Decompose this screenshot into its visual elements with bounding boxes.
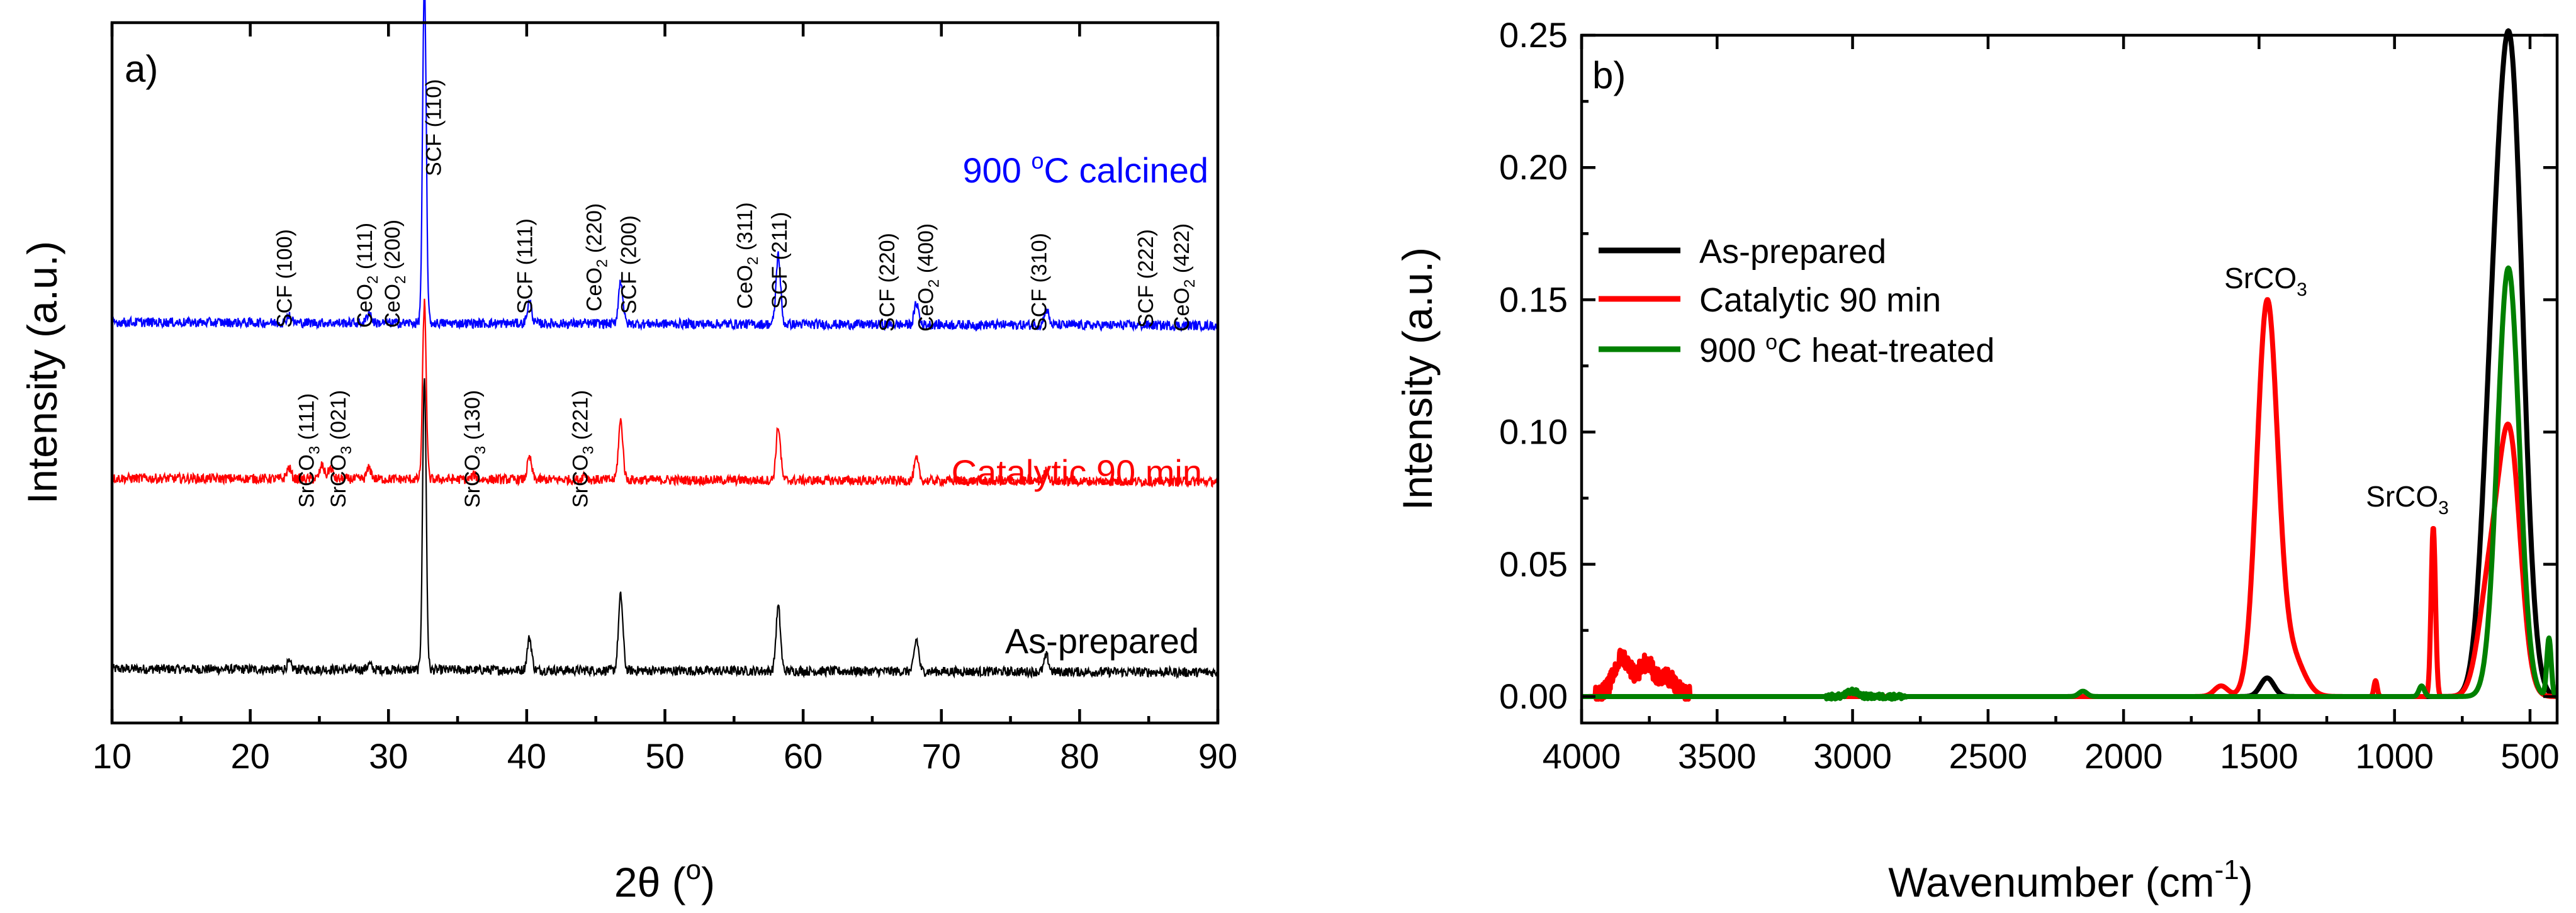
b-xtick-label: 3500	[1678, 736, 1757, 776]
a-xtick-label: 90	[1198, 736, 1237, 776]
peak-label: CeO2 (400)	[914, 223, 943, 332]
b-ytick-label: 0.25	[1499, 15, 1568, 55]
b-xtick-label: 1500	[2220, 736, 2298, 776]
b-ytick-label: 0.20	[1499, 147, 1568, 187]
panel-b-x-ticks: 4000 3500 3000 2500 2000 1500 1000 500	[1543, 35, 2560, 776]
panel-b-y-ticks: 0.00 0.05 0.10 0.15 0.20 0.25	[1499, 15, 2557, 716]
peak-label: SCF (211)	[768, 212, 792, 309]
b-ytick-label: 0.10	[1499, 412, 1568, 452]
legend-label-as-prepared: As-prepared	[1699, 233, 1886, 271]
panel-b-x-label: Wavenumber (cm-1)	[1888, 854, 2253, 905]
b-ytick-label: 0.05	[1499, 544, 1568, 584]
peak-label: CeO2 (311)	[733, 202, 762, 309]
panel-a-label: a)	[125, 48, 158, 90]
legend-label-heat-treated: 900 oC heat-treated	[1699, 330, 1994, 369]
b-xtick-label: 1000	[2355, 736, 2434, 776]
peak-label: SCF (111)	[514, 218, 537, 314]
panel-a-peak-labels: SCF (100) CeO2 (111)CeO2 (200) SCF (110) SC…	[273, 79, 1198, 508]
peak-label: CeO2 (200)	[381, 220, 409, 328]
xrd-series-2	[111, 0, 1218, 333]
xrd-series-0	[111, 378, 1218, 680]
b-xtick-label: 500	[2500, 736, 2559, 776]
b-xtick-label: 4000	[1543, 736, 1621, 776]
peak-label: SCF (220)	[875, 233, 899, 332]
panel-a-x-label: 2θ (o)	[614, 854, 715, 905]
peak-label: SrCO3 (221)	[569, 390, 597, 508]
b-ytick-label: 0.00	[1499, 676, 1568, 716]
peak-label: CeO2 (220)	[583, 203, 611, 311]
panel-a-series	[111, 0, 1218, 680]
peak-label: SrCO3 (130)	[461, 390, 489, 508]
panel-b-label: b)	[1592, 54, 1626, 96]
curve-label-black: As-prepared	[1005, 621, 1199, 661]
peak-label: SCF (110)	[422, 79, 446, 176]
a-xtick-label: 10	[93, 736, 132, 776]
panel-a-y-label: Intensity (a.u.)	[19, 241, 65, 504]
legend-label-catalytic: Catalytic 90 min	[1699, 281, 1941, 319]
a-xtick-label: 70	[922, 736, 961, 776]
a-xtick-label: 80	[1060, 736, 1099, 776]
a-xtick-label: 60	[784, 736, 823, 776]
xrd-series-1	[111, 298, 1218, 488]
b-ytick-label: 0.15	[1499, 279, 1568, 319]
b-xtick-label: 3000	[1813, 736, 1892, 776]
peak-label: SCF (310)	[1028, 233, 1052, 332]
a-xtick-label: 40	[507, 736, 546, 776]
curve-label-blue: 900 oC calcined	[963, 148, 1209, 190]
peak-label: SrCO3 (021)	[327, 390, 355, 508]
annotation-srco3-1470: SrCO3	[2224, 262, 2307, 300]
a-xtick-label: 30	[369, 736, 408, 776]
peak-label: CeO2 (422)	[1170, 223, 1198, 332]
curve-label-red: Catalytic 90 min	[952, 452, 1202, 492]
panel-b-series	[1579, 28, 2560, 702]
a-xtick-label: 50	[645, 736, 684, 776]
peak-label: SCF (222)	[1134, 229, 1158, 328]
ftir-series-2	[1579, 265, 2560, 702]
annotation-srco3-857: SrCO3	[2366, 480, 2449, 518]
panel-a-x-ticks: 10 20 30 40 50 60 70 80 90	[93, 23, 1237, 776]
a-xtick-label: 20	[230, 736, 269, 776]
peak-label: CeO2 (111)	[353, 223, 381, 328]
legend: As-prepared Catalytic 90 min 900 oC heat…	[1599, 233, 1994, 369]
panel-b: 4000 3500 3000 2500 2000 1500 1000 500 0.00 0.05…	[1394, 15, 2560, 905]
panel-b-frame	[1580, 33, 2559, 725]
panel-b-y-label: Intensity (a.u.)	[1394, 247, 1441, 510]
panel-a-frame	[110, 21, 1220, 725]
b-xtick-label: 2000	[2084, 736, 2163, 776]
peak-label: SrCO3 (111)	[295, 393, 323, 508]
peak-label: SCF (100)	[273, 229, 297, 328]
peak-label: SCF (200)	[617, 215, 641, 314]
b-xtick-label: 2500	[1949, 736, 2028, 776]
panel-a: SCF (100) CeO2 (111)CeO2 (200) SCF (110) SC…	[19, 0, 1237, 905]
